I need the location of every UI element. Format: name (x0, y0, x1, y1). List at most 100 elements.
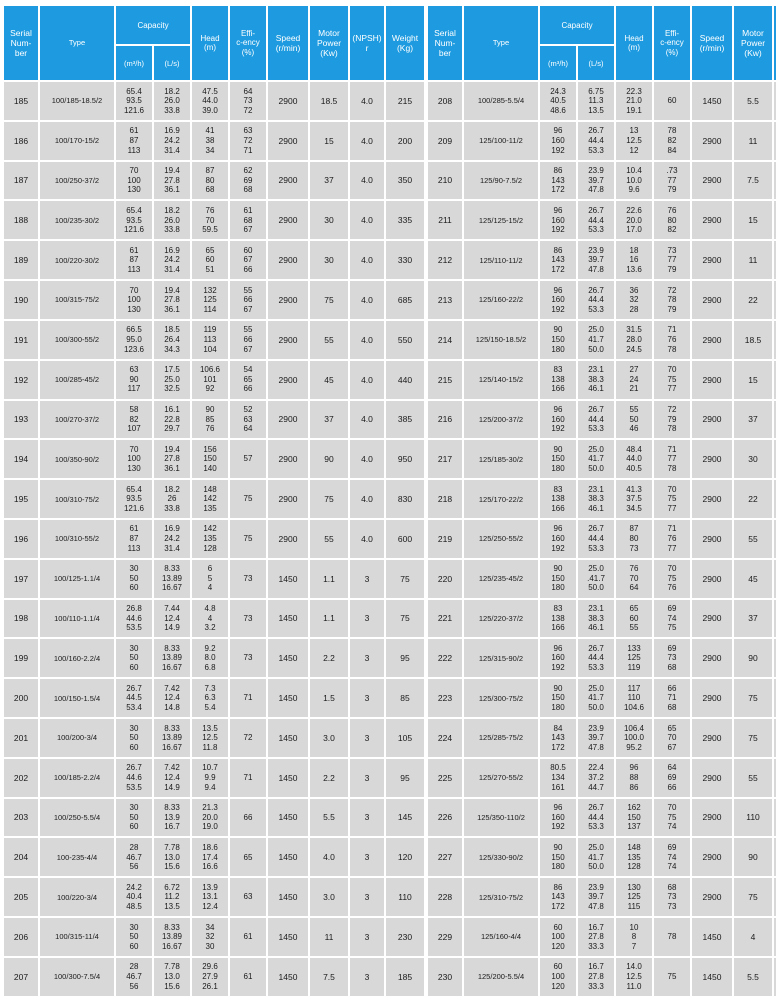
cell-capacity-m3h-value: 93.5 (126, 96, 142, 106)
cell-serial-number-value: 204 (13, 852, 29, 863)
table-row[interactable]: 208 100/285-5.5/4 24.3 40.5 48.6 6.75 11.3 13.5… (428, 82, 776, 120)
cell-speed: 2900 (692, 639, 732, 678)
table-row[interactable]: 221 125/220-37/2 83 138 166 23.1 38.3 46.1 65 60 5… (428, 599, 776, 638)
table-row[interactable]: 194 100/350-90/2 70 100 130 19.4 27.8 36.1 156 15… (4, 440, 424, 479)
cell-motor-power-value: 45 (324, 374, 334, 385)
table-row[interactable]: 187 100/250-37/2 70 100 130 19.4 27.8 36.1 87 80 6… (4, 161, 424, 200)
cell-speed-value: 2900 (702, 374, 722, 385)
table-row[interactable]: 216 125/200-37/2 96 160 192 26.7 44.4 53.3 55 50 4… (428, 400, 776, 439)
table-row[interactable]: 201 100/200-3/4 30 50 60 8.33 13.89 16.67 13.5 12… (4, 719, 424, 757)
table-row[interactable]: 197 100/125-1.1/4 30 50 60 8.33 13.89 16.67 6 5 4 7… (4, 559, 424, 598)
header-capacity-m3h: (m³/h) (116, 46, 152, 80)
cell-type-value: 100/235-30/2 (54, 215, 100, 225)
cell-type-value: 100/270-37/2 (54, 414, 100, 424)
cell-efficiency-value: 60 (667, 96, 677, 106)
table-row[interactable]: 214 125/150-18.5/2 90 150 180 25.0 41.7 50.0 31.… (428, 320, 776, 359)
table-row[interactable]: 199 100/160-2.2/4 30 50 60 8.33 13.89 16.67 9.2 8… (4, 639, 424, 678)
table-row[interactable]: 219 125/250-55/2 96 160 192 26.7 44.4 53.3 87 80 7… (428, 519, 776, 558)
header-efficiency-line-1: Effi- (240, 28, 256, 38)
cell-head-value: 128 (627, 862, 641, 872)
cell-capacity-m3h-value: 96 (553, 405, 563, 415)
table-row[interactable]: 211 125/125-15/2 96 160 192 26.7 44.4 53.3 22.6 2… (428, 201, 776, 240)
table-row[interactable]: 206 100/315-11/4 30 50 60 8.33 13.89 16.67 34 32 3… (4, 918, 424, 956)
cell-serial-number-value: 227 (437, 852, 453, 863)
table-row[interactable]: 198 100/110-1.1/4 26.8 44.6 53.5 7.44 12.4 14.9… (4, 599, 424, 638)
cell-capacity-ls-value: 12.4 (164, 693, 180, 703)
cell-efficiency-value: 71 (667, 693, 677, 703)
cell-serial-number: 218 (428, 480, 462, 518)
table-row[interactable]: 224 125/285-75/2 84 143 172 23.9 39.7 47.8 106.4… (428, 719, 776, 757)
table-row[interactable]: 204 100-235-4/4 28 46.7 56 7.78 13.0 15.6 18.6 17… (4, 838, 424, 877)
table-row[interactable]: 192 100/285-45/2 63 90 117 17.5 25.0 32.5 106.6 1… (4, 360, 424, 399)
table-row[interactable]: 230 125/200-5.5/4 60 100 120 16.7 27.8 33.3 14.0… (428, 957, 776, 996)
cell-motor-power-value: 75 (748, 693, 758, 703)
cell-capacity-ls-value: 53.3 (588, 225, 604, 235)
cell-npsh: 4.0 (350, 320, 384, 359)
cell-capacity-ls-value: 47.8 (588, 264, 604, 274)
cell-efficiency-value: 61 (243, 932, 253, 942)
table-row[interactable]: 222 125/315-90/2 96 160 192 26.7 44.4 53.3 133 12… (428, 639, 776, 678)
table-row[interactable]: 189 100/220-30/2 61 87 113 16.9 24.2 31.4 65 60 51… (4, 241, 424, 280)
table-row[interactable]: 190 100/315-75/2 70 100 130 19.4 27.8 36.1 132 12… (4, 281, 424, 319)
cell-head-value: 106.6 (199, 365, 221, 375)
table-row[interactable]: 212 125/110-11/2 86 143 172 23.9 39.7 47.8 18 16 1… (428, 241, 776, 280)
cell-npsh: 3 (350, 798, 384, 837)
table-row[interactable]: 225 125/270-55/2 80.5 134 161 22.4 37.2 44.7 96 8… (428, 758, 776, 797)
table-row[interactable]: 228 125/310-75/2 86 143 172 23.9 39.7 47.8 130 12… (428, 878, 776, 917)
table-row[interactable]: 202 100/185-2.2/4 26.7 44.6 53.5 7.42 12.4 14.9… (4, 758, 424, 797)
table-row[interactable]: 215 125/140-15/2 83 138 166 23.1 38.3 46.1 27 24 2… (428, 360, 776, 399)
cell-serial-number-value: 205 (13, 892, 29, 903)
table-row[interactable]: 188 100/235-30/2 65.4 93.5 121.6 18.2 26.0 33.8… (4, 201, 424, 240)
cell-serial-number-value: 198 (13, 613, 29, 624)
cell-efficiency: 63 72 71 (230, 121, 266, 160)
cell-head-value: 3.2 (204, 623, 216, 633)
table-row[interactable]: 226 125/350-110/2 96 160 192 26.7 44.4 53.3 162 1… (428, 798, 776, 837)
table-row[interactable]: 220 125/235-45/2 90 150 180 25.0.41.7 50.0 76 70… (428, 559, 776, 598)
right-specification-table: Serial Num- ber Type Capacity (m³/h) (L/… (428, 6, 776, 996)
table-row[interactable]: 185 100/185-18.5/2 65.4 93.5 121.6 18.2 26.0 33… (4, 82, 424, 120)
cell-capacity-m3h-value: 30 (129, 922, 139, 932)
table-row[interactable]: 195 100/310-75/2 65.4 93.5 121.6 18.2 26 33.8 14… (4, 480, 424, 518)
cell-efficiency: 60 (654, 82, 690, 120)
table-row[interactable]: 209 125/100-11/2 96 160 192 26.7 44.4 53.3 13 12.… (428, 121, 776, 160)
cell-efficiency-value: 64 (667, 763, 677, 773)
cell-serial-number: 201 (4, 719, 38, 757)
cell-efficiency-value: 61 (243, 971, 253, 981)
cell-speed: 2900 (692, 320, 732, 359)
table-row[interactable]: 205 100/220-3/4 24.2 40.4 48.5 6.72 11.2 13.5 13… (4, 878, 424, 917)
cell-speed: 2900 (268, 121, 308, 160)
table-row[interactable]: 203 100/250-5.5/4 30 50 60 8.33 13.9 16.7 21.3 20… (4, 798, 424, 837)
cell-head-value: 4 (207, 613, 213, 623)
cell-capacity-m3h-value: 87 (129, 534, 139, 544)
cell-speed: 2900 (692, 201, 732, 240)
table-row[interactable]: 223 125/300-75/2 90 150 180 25.0 41.7 50.0 117 11… (428, 679, 776, 717)
cell-capacity-ls-value: 13.0 (164, 852, 180, 862)
table-row[interactable]: 193 100/270-37/2 58 82 107 16.1 22.8 29.7 90 85 76… (4, 400, 424, 439)
cell-efficiency-value: 69 (667, 604, 677, 614)
table-row[interactable]: 227 125/330-90/2 90 150 180 25.0 41.7 50.0 148 13… (428, 838, 776, 877)
table-row[interactable]: 210 125/90-7.5/2 86 143 172 23.9 39.7 47.8 10.4 1… (428, 161, 776, 200)
cell-head-value: 87 (629, 524, 639, 534)
cell-capacity-ls: 26.7 44.4 53.3 (578, 798, 614, 837)
table-row[interactable]: 218 125/170-22/2 83 138 166 23.1 38.3 46.1 41.3 3… (428, 480, 776, 518)
cell-capacity-ls: 23.1 38.3 46.1 (578, 360, 614, 399)
table-row[interactable]: 196 100/310-55/2 61 87 113 16.9 24.2 31.4 142 135… (4, 519, 424, 558)
table-row[interactable]: 200 100/150-1.5/4 26.7 44.5 53.4 7.42 12.4 14.8… (4, 679, 424, 717)
cell-capacity-m3h-value: 160 (551, 653, 565, 663)
cell-head: 22.3 21.0 19.1 (616, 82, 652, 120)
table-row[interactable]: 229 125/160-4/4 60 100 120 16.7 27.8 33.3 10 8 7 78… (428, 918, 776, 956)
cell-capacity-ls-value: 44.7 (588, 782, 604, 792)
cell-serial-number: 225 (428, 758, 462, 797)
table-row[interactable]: 186 100/170-15/2 61 87 113 16.9 24.2 31.4 41 38 34… (4, 121, 424, 160)
cell-efficiency-value: 71 (667, 524, 677, 534)
cell-efficiency-value: 71 (243, 772, 253, 782)
cell-capacity-ls-value: 31.4 (164, 543, 180, 553)
cell-capacity-ls: 8.33 13.89 16.67 (154, 719, 190, 757)
table-row[interactable]: 213 125/160-22/2 96 160 192 26.7 44.4 53.3 36 32 2… (428, 281, 776, 319)
cell-npsh: 5.0 (774, 400, 776, 439)
cell-head-value: 125 (203, 295, 217, 305)
cell-efficiency-value: 79 (667, 185, 677, 195)
table-row[interactable]: 207 100/300-7.5/4 28 46.7 56 7.78 13.0 15.6 29.6… (4, 957, 424, 996)
table-row[interactable]: 191 100/300-55/2 66.5 95.0 123.6 18.5 26.4 34.3… (4, 320, 424, 359)
table-row[interactable]: 217 125/185-30/2 90 150 180 25.0 41.7 50.0 48.4 4… (428, 440, 776, 479)
